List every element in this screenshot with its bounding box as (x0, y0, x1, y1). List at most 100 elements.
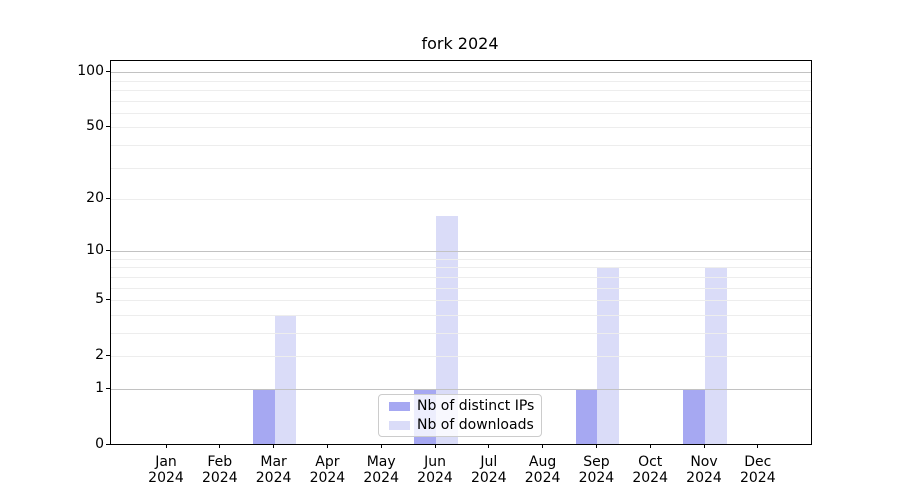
y-minor-gridline (111, 258, 811, 260)
x-axis-month: May (366, 454, 396, 470)
x-axis-year: 2024 (255, 470, 292, 486)
x-axis-year: 2024 (148, 470, 184, 486)
x-axis-year: 2024 (739, 470, 776, 486)
y-axis-tick-label: 5 (95, 291, 104, 308)
y-axis-tick (106, 355, 110, 357)
x-axis-month: Mar (260, 454, 287, 470)
legend-label: Nb of distinct IPs (417, 398, 535, 414)
y-axis-tick-label: 20 (86, 190, 104, 206)
x-axis-month: Feb (207, 454, 233, 470)
x-axis-tick-label: Jan 2024 (134, 454, 198, 486)
x-axis-month: Oct (638, 454, 663, 470)
bar-downloads (705, 267, 727, 444)
y-minor-gridline (111, 267, 811, 269)
y-axis-tick-label: 2 (95, 347, 104, 364)
y-axis-tick-label: 0 (95, 436, 104, 452)
y-axis-tick (106, 250, 110, 252)
x-axis-tick (595, 444, 597, 448)
y-major-gridline (111, 388, 811, 390)
x-axis-month: Jun (424, 454, 446, 470)
y-minor-gridline (111, 127, 811, 129)
x-axis-tick (273, 444, 275, 448)
y-axis-tick (106, 444, 110, 445)
x-axis-year: 2024 (201, 470, 238, 486)
x-axis-tick-label: Oct 2024 (618, 454, 682, 486)
legend-label: Nb of downloads (417, 417, 534, 433)
x-axis-tick-label: May 2024 (349, 454, 413, 486)
y-axis-tick (106, 299, 110, 301)
y-minor-gridline (111, 300, 811, 302)
plot-area (110, 60, 812, 445)
x-axis-year: 2024 (363, 470, 399, 486)
y-axis-tick (106, 198, 110, 199)
x-axis-tick-label: Dec 2024 (726, 454, 790, 486)
x-axis-tick (434, 444, 436, 448)
x-axis-month: Sep (583, 454, 610, 470)
x-axis-month: Aug (528, 454, 557, 470)
x-axis-tick (165, 444, 167, 448)
y-axis-tick-label: 50 (86, 118, 104, 135)
x-axis-year: 2024 (417, 470, 453, 486)
x-axis-year: 2024 (578, 470, 615, 486)
y-axis-tick-label: 1 (95, 379, 104, 396)
x-axis-tick (488, 444, 490, 448)
x-axis-year: 2024 (309, 470, 346, 486)
bar-distinct-ips (575, 389, 598, 444)
y-minor-gridline (111, 356, 811, 358)
x-axis-tick-label: Aug 2024 (511, 454, 575, 486)
y-minor-gridline (111, 89, 811, 91)
y-minor-gridline (111, 276, 811, 278)
x-axis-tick (380, 444, 382, 448)
legend: Nb of distinct IPs Nb of downloads (378, 394, 542, 437)
x-axis-year: 2024 (686, 470, 722, 486)
x-axis-tick-label: Nov 2024 (672, 454, 736, 486)
legend-swatch (389, 420, 410, 430)
x-axis-tick (326, 444, 328, 448)
x-axis-tick-label: Sep 2024 (564, 454, 628, 486)
y-minor-gridline (111, 80, 811, 82)
x-axis-month: Dec (744, 454, 772, 470)
y-minor-gridline (111, 167, 811, 169)
chart-title: fork 2024 (421, 34, 499, 53)
legend-item: Nb of downloads (389, 417, 541, 433)
legend-swatch (389, 401, 410, 411)
bar-downloads (274, 314, 297, 444)
x-axis-year: 2024 (524, 470, 561, 486)
y-axis-tick (106, 71, 110, 73)
x-axis-tick-label: Apr 2024 (295, 454, 359, 486)
bar-downloads (436, 216, 458, 444)
x-axis-year: 2024 (632, 470, 668, 486)
bar-distinct-ips (253, 389, 275, 444)
y-minor-gridline (111, 314, 811, 316)
y-minor-gridline (111, 332, 811, 334)
x-axis-tick (703, 444, 705, 448)
x-axis-tick (219, 444, 221, 448)
x-axis-tick-label: Feb 2024 (188, 454, 252, 486)
y-axis-tick (106, 387, 110, 389)
y-minor-gridline (111, 112, 811, 114)
x-axis-month: Nov (690, 454, 718, 470)
bar-distinct-ips (683, 389, 705, 444)
y-minor-gridline (111, 199, 811, 200)
y-minor-gridline (111, 144, 811, 146)
x-axis-tick-label: Mar 2024 (242, 454, 306, 486)
x-axis-month: Jan (155, 454, 177, 470)
y-axis-tick-label: 100 (77, 63, 104, 80)
y-major-gridline (111, 72, 811, 74)
x-axis-tick (649, 444, 651, 448)
y-axis-tick-label: 10 (86, 242, 104, 259)
x-axis-tick-label: Jun 2024 (403, 454, 467, 486)
x-axis-tick (757, 444, 759, 448)
y-axis-tick (106, 126, 110, 128)
legend-item: Nb of distinct IPs (389, 398, 541, 414)
y-minor-gridline (111, 287, 811, 289)
x-axis-month: Jul (480, 454, 498, 470)
bar-downloads (597, 267, 619, 444)
x-axis-tick (542, 444, 544, 448)
y-minor-gridline (111, 100, 811, 102)
x-axis-tick-label: Jul 2024 (457, 454, 521, 486)
y-major-gridline (111, 251, 811, 253)
x-axis-month: Apr (315, 454, 340, 470)
x-axis-year: 2024 (470, 470, 507, 486)
